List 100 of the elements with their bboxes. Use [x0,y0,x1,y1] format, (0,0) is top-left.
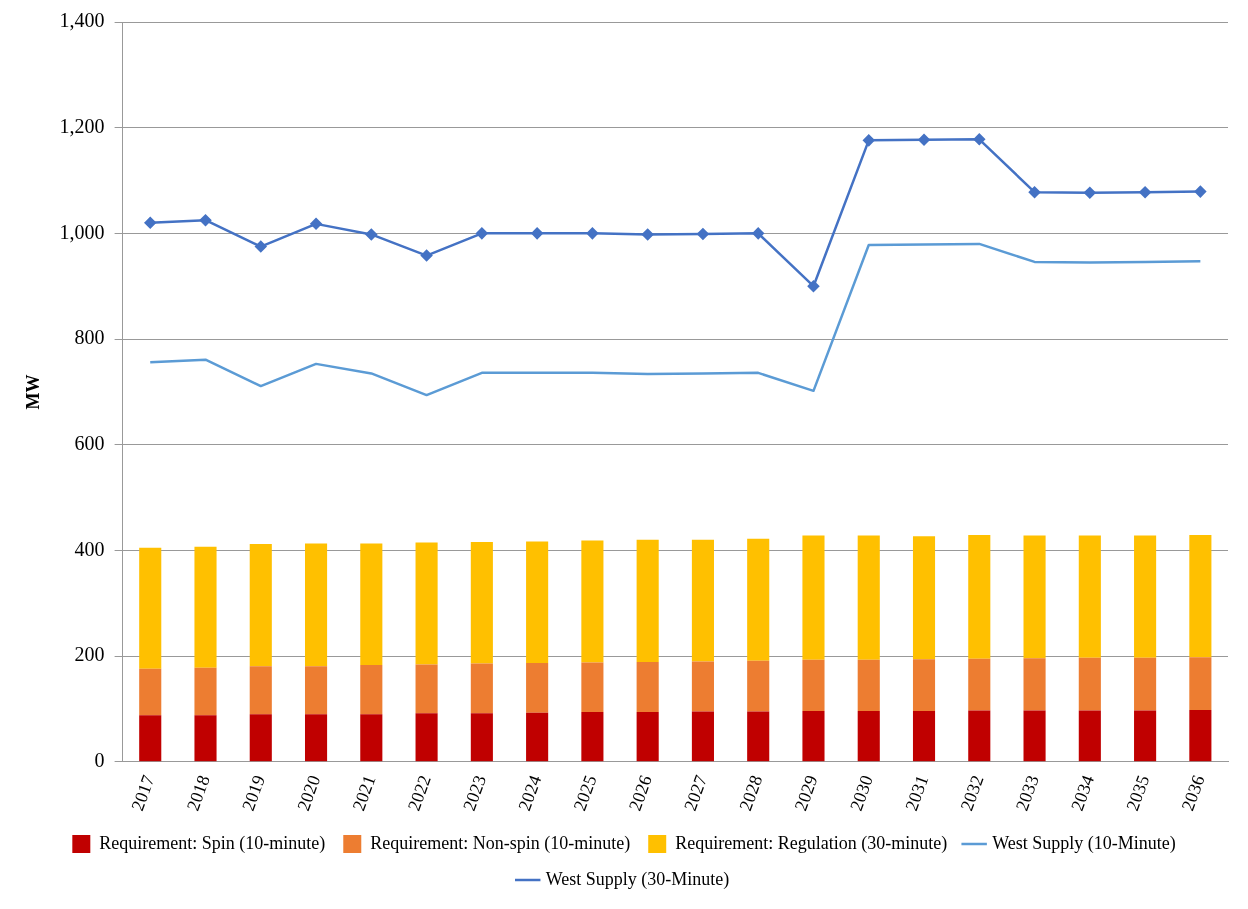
point [476,227,488,240]
bar [1023,658,1046,711]
point [752,227,764,240]
legend-label: West Supply (10-Minute) [992,832,1176,854]
bar [249,544,272,667]
point [918,134,930,146]
bar [912,711,936,762]
bar [857,535,880,660]
bar [415,713,438,762]
x-tick-label: 2022 [403,772,435,814]
legend-label: Requirement: Non-spin (10-minute) [370,832,631,854]
bar [581,662,604,713]
y-tick-label: 0 [94,749,105,772]
bar [526,541,549,663]
bar [249,714,272,762]
point [697,228,709,240]
point [199,214,212,226]
point [807,280,820,292]
legend-label: Requirement: Regulation (30-minute) [675,832,948,854]
bar [636,539,659,662]
bar [360,714,383,762]
point [973,133,986,146]
x-tick-label: 2026 [624,772,656,814]
bar [581,712,604,762]
point [863,134,875,147]
bar [194,546,217,668]
bar [968,535,991,659]
point [1139,186,1151,198]
bar [304,666,328,715]
x-tick-label: 2028 [735,772,767,814]
point [144,217,156,229]
bar [802,711,825,762]
bar [360,543,383,666]
bar [691,711,714,762]
bar [194,667,217,716]
point [420,249,433,262]
x-tick-label: 2024 [514,772,546,814]
x-tick-label: 2027 [680,772,712,814]
bar [1078,657,1101,711]
bar [415,542,438,665]
bar [1023,535,1046,659]
bar [470,541,493,664]
point [1028,186,1041,198]
bar [526,712,549,762]
point [531,227,543,240]
bar [912,536,936,660]
bar [747,660,770,712]
bar [1134,710,1157,762]
bar [802,535,825,660]
bar [747,711,770,762]
bar [1189,535,1212,658]
bar [636,712,659,762]
bar [802,659,825,712]
bar [139,668,162,716]
bar [691,661,714,712]
x-tick-label: 2020 [293,772,325,814]
bar [194,715,217,762]
bar [1023,710,1046,762]
x-tick-label: 2031 [901,772,933,814]
bar [1189,657,1212,710]
bar [968,710,991,762]
y-tick-label: 1,400 [59,9,105,32]
point [365,228,378,241]
bar [360,665,383,715]
bar [1189,710,1212,762]
legend-label: West Supply (30-Minute) [545,868,730,890]
point [641,228,654,241]
bar [968,658,991,711]
bar [1134,657,1157,711]
bar [857,711,880,762]
y-tick-label: 400 [74,537,105,560]
bar [304,543,328,667]
y-tick-label: 1,000 [59,220,105,243]
point [310,218,322,230]
y-tick-label: 200 [74,643,105,666]
point [255,240,267,253]
x-tick-label: 2034 [1066,772,1099,814]
bar [470,663,493,714]
y-tick-label: 800 [74,326,105,349]
bar [1078,710,1101,762]
x-tick-label: 2032 [956,772,988,814]
x-tick-label: 2035 [1122,772,1154,814]
bar [636,661,659,713]
x-tick-label: 2036 [1177,772,1209,814]
x-tick-label: 2018 [182,772,214,814]
x-tick-label: 2033 [1011,772,1043,814]
x-tick-label: 2017 [127,772,159,814]
bar [470,713,493,762]
bar [304,714,328,762]
x-tick-label: 2030 [845,772,877,814]
x-tick-label: 2023 [458,772,491,814]
bar [415,664,438,714]
legend-label: Requirement: Spin (10-minute) [99,832,326,854]
x-tick-label: 2019 [237,772,269,814]
bar [912,659,936,712]
y-tick-label: 1,200 [59,114,105,137]
x-tick-label: 2025 [569,772,601,814]
bar [581,540,604,663]
bar [857,659,880,712]
bar [747,538,770,661]
